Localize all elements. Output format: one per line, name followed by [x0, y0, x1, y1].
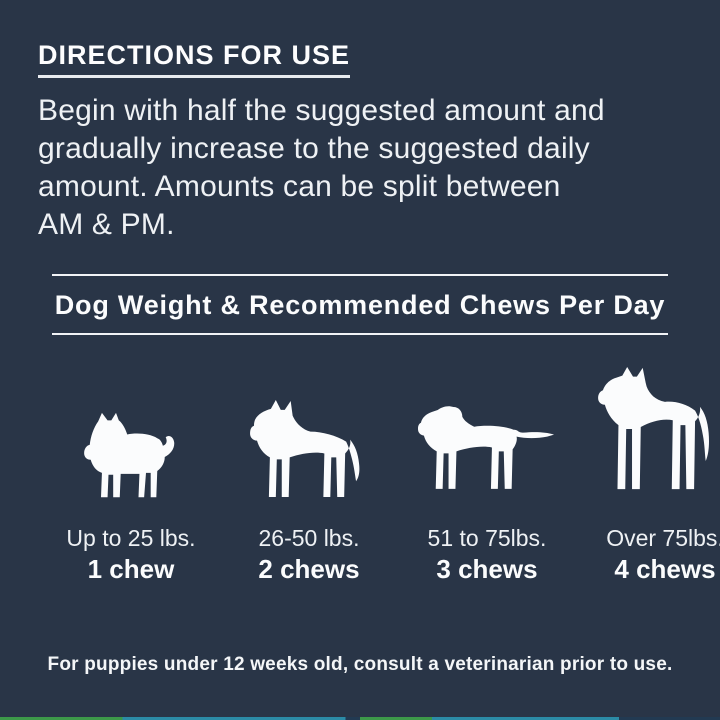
weight-chart-title: Dog Weight & Recommended Chews Per Day	[54, 290, 666, 320]
weight-chart-column-extra-large: Over 75lbs. 4 chews	[597, 353, 720, 584]
directions-body-line: gradually increase to the suggested dail…	[38, 132, 590, 165]
chews-label: 4 chews	[614, 554, 716, 584]
dog-illustration-box	[597, 353, 720, 501]
dog-illustration-box	[249, 353, 370, 501]
large-dog-silhouette-icon	[417, 406, 555, 489]
panel-content: DIRECTIONS FOR USE Begin with half the s…	[38, 40, 720, 675]
directions-body-line: Begin with half the suggested amount and	[38, 94, 605, 127]
puppy-disclaimer: For puppies under 12 weeks old, consult …	[47, 654, 673, 675]
weight-chart-column-small: Up to 25 lbs. 1 chew	[66, 353, 196, 584]
weight-label: Up to 25 lbs.	[66, 525, 196, 551]
chews-label: 3 chews	[436, 554, 538, 584]
directions-body-line: AM & PM.	[38, 208, 175, 241]
weight-label: 51 to 75lbs.	[427, 525, 547, 551]
weight-chart: Up to 25 lbs. 1 chew 26-50 lbs. 2 chews	[42, 353, 720, 584]
chews-label: 2 chews	[258, 554, 360, 584]
weight-label: Over 75lbs.	[606, 525, 720, 551]
bottom-color-strip	[0, 717, 720, 720]
medium-dog-silhouette-icon	[249, 399, 359, 498]
directions-body-line: amount. Amounts can be split between	[38, 170, 561, 203]
page-title: DIRECTIONS FOR USE	[38, 40, 351, 78]
dog-illustration-box	[82, 353, 180, 501]
weight-label: 26-50 lbs.	[258, 525, 360, 551]
dog-illustration-box	[417, 353, 557, 501]
divider-top	[52, 274, 668, 276]
directions-body: Begin with half the suggested amount and…	[38, 92, 682, 244]
chews-label: 1 chew	[87, 554, 175, 584]
divider-bottom	[52, 333, 668, 335]
extra-large-dog-silhouette-icon	[598, 366, 709, 490]
weight-chart-column-medium: 26-50 lbs. 2 chews	[249, 353, 370, 584]
small-dog-silhouette-icon	[84, 412, 175, 498]
weight-chart-column-large: 51 to 75lbs. 3 chews	[417, 353, 557, 584]
